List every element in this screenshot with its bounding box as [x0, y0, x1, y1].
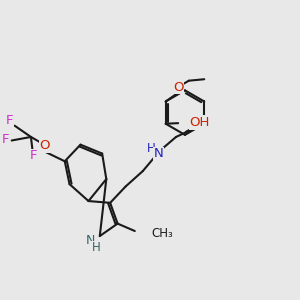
Text: H: H: [146, 142, 155, 155]
Text: CH₃: CH₃: [151, 227, 173, 240]
Text: H: H: [92, 242, 100, 254]
Text: N: N: [153, 147, 163, 161]
Text: O: O: [173, 81, 183, 94]
Text: F: F: [5, 114, 13, 127]
Text: OH: OH: [189, 116, 210, 129]
Text: N: N: [85, 234, 95, 247]
Text: F: F: [2, 134, 9, 146]
Text: O: O: [40, 139, 50, 152]
Text: F: F: [29, 149, 37, 162]
